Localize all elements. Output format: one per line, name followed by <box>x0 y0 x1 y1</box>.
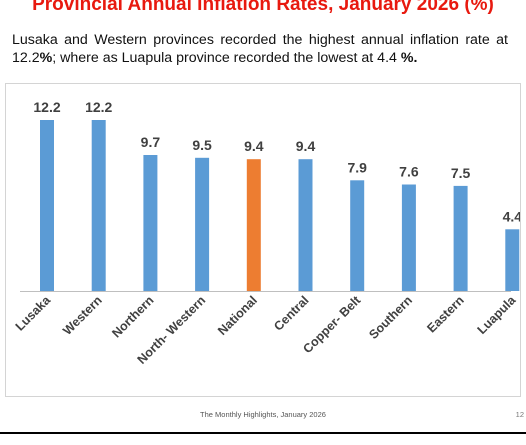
category-label: Luapula <box>475 292 520 337</box>
bar-western <box>91 120 106 291</box>
category-label: Central <box>271 293 311 333</box>
data-label: 7.5 <box>451 165 471 181</box>
bar-northern <box>143 155 158 291</box>
bar-central <box>298 159 313 291</box>
chart-frame: 12.2 Lusaka 12.2 Western 9.7 Northern 9.5 North… <box>5 83 521 397</box>
bar-north-western <box>195 157 210 291</box>
data-label: 9.4 <box>244 138 264 154</box>
data-label: 12.2 <box>85 99 112 115</box>
data-label: 9.5 <box>192 137 212 153</box>
category-label: Western <box>60 293 105 338</box>
bar-copper-belt <box>350 180 365 291</box>
category-label: Eastern <box>424 293 466 335</box>
bar-eastern <box>453 185 468 291</box>
bar-chart: 12.2Lusaka12.2Western9.7Northern9.5North… <box>13 99 520 367</box>
category-label: National <box>215 293 260 338</box>
data-label: 9.4 <box>296 138 316 154</box>
category-label: Northern <box>109 293 156 340</box>
bar-national <box>246 159 261 291</box>
bar-southern <box>401 184 416 291</box>
category-label: Southern <box>366 293 415 342</box>
page-number: 12 <box>515 410 524 419</box>
bar-lusaka <box>40 120 54 291</box>
subtitle-text-1: Lusaka and Western provinces recorded th… <box>12 32 508 66</box>
footer-text: The Monthly Highlights, January 2026 <box>200 410 326 419</box>
data-label: 4.4 <box>503 208 520 224</box>
subtitle-text-2: ; where as Luapula province recorded the… <box>52 50 401 66</box>
bottom-rule <box>0 432 526 434</box>
bar-luapula <box>505 229 520 291</box>
slide-title: Provincial Annual Inflation Rates, Janua… <box>32 0 494 15</box>
data-label: 7.6 <box>399 164 419 180</box>
subtitle-bold-1: % <box>39 50 53 66</box>
data-label: 7.9 <box>347 159 367 175</box>
data-label: 12.2 <box>33 99 60 115</box>
data-label: 9.7 <box>141 134 161 150</box>
subtitle-bold-2: %. <box>400 50 418 66</box>
category-label: Lusaka <box>13 292 54 333</box>
slide-subtitle: Lusaka and Western provinces recorded th… <box>12 31 508 67</box>
